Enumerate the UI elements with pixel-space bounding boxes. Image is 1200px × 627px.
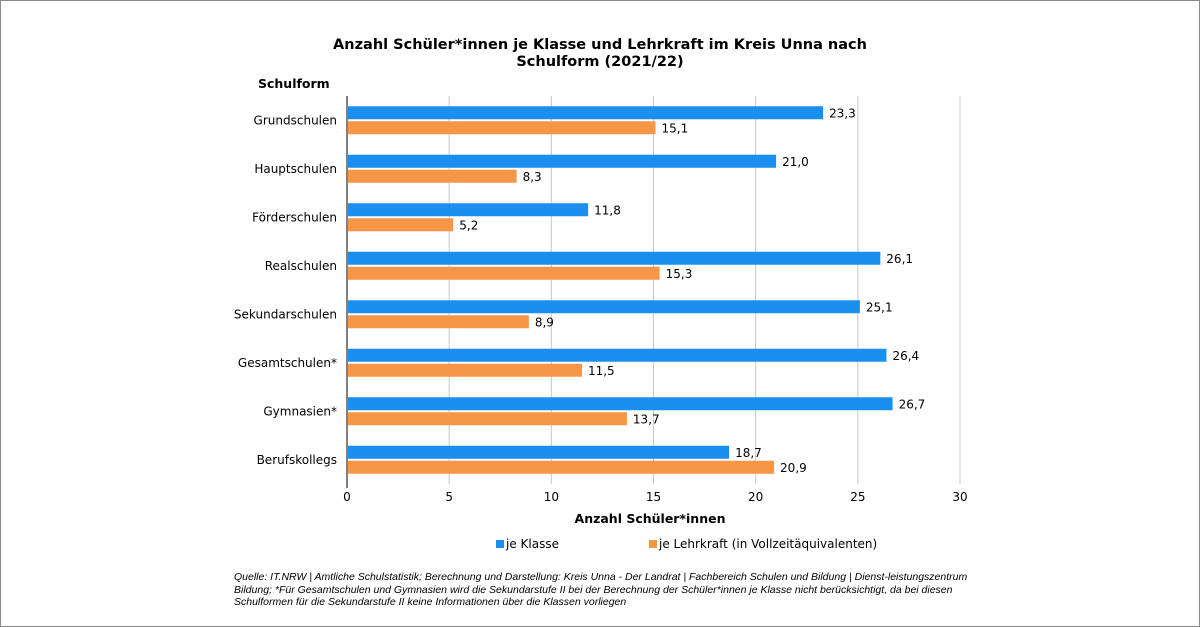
data-label: 13,7 (633, 412, 660, 426)
data-label: 11,5 (588, 364, 615, 378)
bar-je-lehrkraft (348, 363, 582, 377)
bar-je-lehrkraft (348, 315, 529, 329)
bar-je-klasse (348, 251, 881, 265)
category-label: Grundschulen (254, 113, 337, 127)
bar-je-lehrkraft (348, 412, 627, 426)
data-label: 26,7 (899, 397, 926, 411)
bar-je-klasse (348, 106, 824, 120)
y-axis-title: Schulform (258, 76, 330, 91)
bar-je-lehrkraft (348, 218, 454, 232)
data-label: 21,0 (782, 155, 809, 169)
category-label: Sekundarschulen (234, 307, 337, 321)
data-label: 25,1 (866, 300, 893, 314)
category-label: Realschulen (265, 259, 337, 273)
category-label: Gesamtschulen* (238, 356, 337, 370)
x-tick-label: 5 (445, 490, 453, 504)
data-label: 26,1 (886, 252, 913, 266)
legend: je Klasse je Lehrkraft (in Vollzeitäquiv… (496, 537, 877, 551)
bar-je-klasse (348, 300, 860, 314)
data-label: 11,8 (594, 203, 621, 217)
x-tick-label: 10 (544, 490, 559, 504)
x-axis-title: Anzahl Schüler*innen (575, 511, 726, 526)
data-label: 20,9 (780, 461, 807, 475)
data-label: 23,3 (829, 106, 856, 120)
legend-label-je-klasse: je Klasse (505, 537, 559, 551)
category-label: Hauptschulen (254, 162, 337, 176)
bar-je-klasse (348, 348, 887, 362)
data-label: 8,9 (535, 315, 554, 329)
x-tick-label: 25 (850, 490, 865, 504)
bar-je-klasse (348, 203, 589, 217)
data-label: 26,4 (892, 349, 919, 363)
x-tick-label: 20 (748, 490, 763, 504)
bar-je-klasse (348, 445, 730, 459)
bar-je-lehrkraft (348, 266, 660, 280)
bar-je-lehrkraft (348, 169, 517, 183)
x-tick-label: 30 (952, 490, 967, 504)
x-tick-label: 0 (343, 490, 351, 504)
bar-je-lehrkraft (348, 460, 775, 474)
data-label: 18,7 (735, 446, 762, 460)
data-label: 15,3 (666, 267, 693, 281)
category-label: Förderschulen (252, 210, 337, 224)
category-label: Berufskollegs (257, 453, 337, 467)
chart-title-line-1: Anzahl Schüler*innen je Klasse und Lehrk… (333, 37, 867, 53)
data-label: 8,3 (523, 170, 542, 184)
chart-title-line-2: Schulform (2021/22) (516, 54, 683, 70)
legend-label-je-lehrkraft: je Lehrkraft (in Vollzeitäquivalenten) (658, 537, 877, 551)
bar-je-klasse (348, 154, 777, 168)
x-tick-label: 15 (646, 490, 661, 504)
bars: 23,3 15,1 21,0 8,3 11,8 5,2 26,1 15,3 25,1 8,9 26,… (348, 106, 925, 475)
data-label: 5,2 (459, 218, 478, 232)
legend-swatch-je-klasse (496, 540, 504, 548)
bar-je-klasse (348, 397, 893, 411)
legend-swatch-je-lehrkraft (649, 540, 657, 548)
source-note: Quelle: IT.NRW | Amtliche Schulstatistik… (234, 571, 968, 608)
bar-je-lehrkraft (348, 121, 656, 135)
grid: 0 5 10 15 20 25 30 Grundschulen Hauptschulen Förd… (234, 96, 968, 504)
data-label: 15,1 (662, 121, 689, 135)
category-label: Gymnasien* (263, 404, 337, 418)
